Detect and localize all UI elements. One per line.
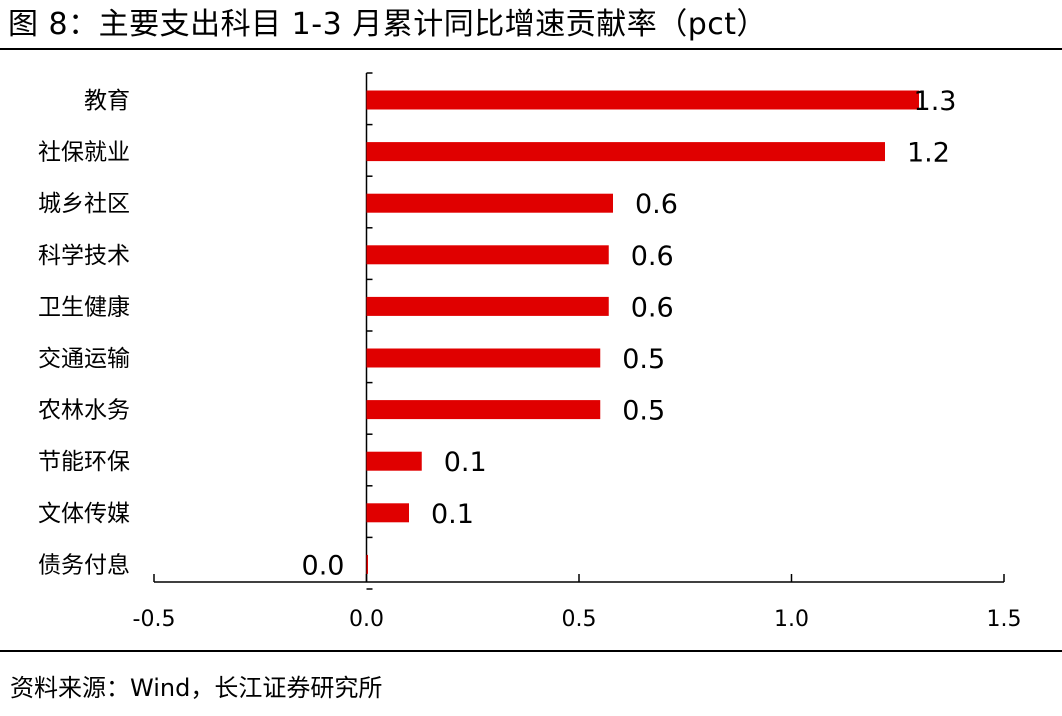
data-label: 1.3: [914, 86, 957, 117]
bar: [366, 142, 885, 162]
bar: [366, 451, 422, 471]
bar: [366, 348, 601, 368]
source-note: 资料来源：Wind，长江证券研究所: [10, 674, 383, 702]
data-label: 0.6: [631, 241, 674, 272]
category-label: 卫生健康: [38, 294, 130, 320]
footer-rule: [0, 650, 1062, 652]
data-label: 0.5: [622, 396, 665, 427]
bar: [366, 554, 368, 574]
value-tick-label: 0.0: [349, 607, 384, 632]
data-label: 0.0: [302, 550, 345, 581]
category-label: 文体传媒: [38, 501, 130, 527]
data-label: 0.6: [635, 189, 678, 220]
title-rule: [0, 48, 1062, 50]
category-label: 城乡社区: [38, 191, 130, 217]
category-label: 债务付息: [38, 552, 130, 578]
data-label: 0.6: [631, 292, 674, 323]
category-label: 交通运输: [38, 346, 130, 372]
data-label: 1.2: [907, 138, 950, 169]
bar: [366, 90, 919, 110]
category-label: 社保就业: [38, 140, 130, 166]
category-label: 农林水务: [38, 398, 130, 424]
data-label: 0.1: [444, 447, 487, 478]
value-tick-label: -0.5: [133, 607, 176, 632]
data-label: 0.5: [622, 344, 665, 375]
bar: [366, 245, 609, 265]
category-label: 节能环保: [38, 449, 130, 475]
data-label: 0.1: [431, 499, 474, 530]
figure-title: 图 8：主要支出科目 1-3 月累计同比增速贡献率（pct）: [8, 7, 767, 42]
value-tick-label: 1.5: [987, 607, 1022, 632]
bar: [366, 400, 601, 420]
bar: [366, 503, 409, 523]
value-tick-label: 1.0: [774, 607, 809, 632]
bar: [366, 296, 609, 316]
value-tick-label: 0.5: [562, 607, 597, 632]
category-label: 科学技术: [38, 243, 130, 269]
bar: [366, 193, 613, 213]
category-label: 教育: [84, 88, 130, 114]
bar-chart: -0.5 0.0 0.5 1.0 1.5 教育 1.3 社保就业 1.2 城乡社区 0.6 科学技术 0…: [38, 72, 1022, 632]
